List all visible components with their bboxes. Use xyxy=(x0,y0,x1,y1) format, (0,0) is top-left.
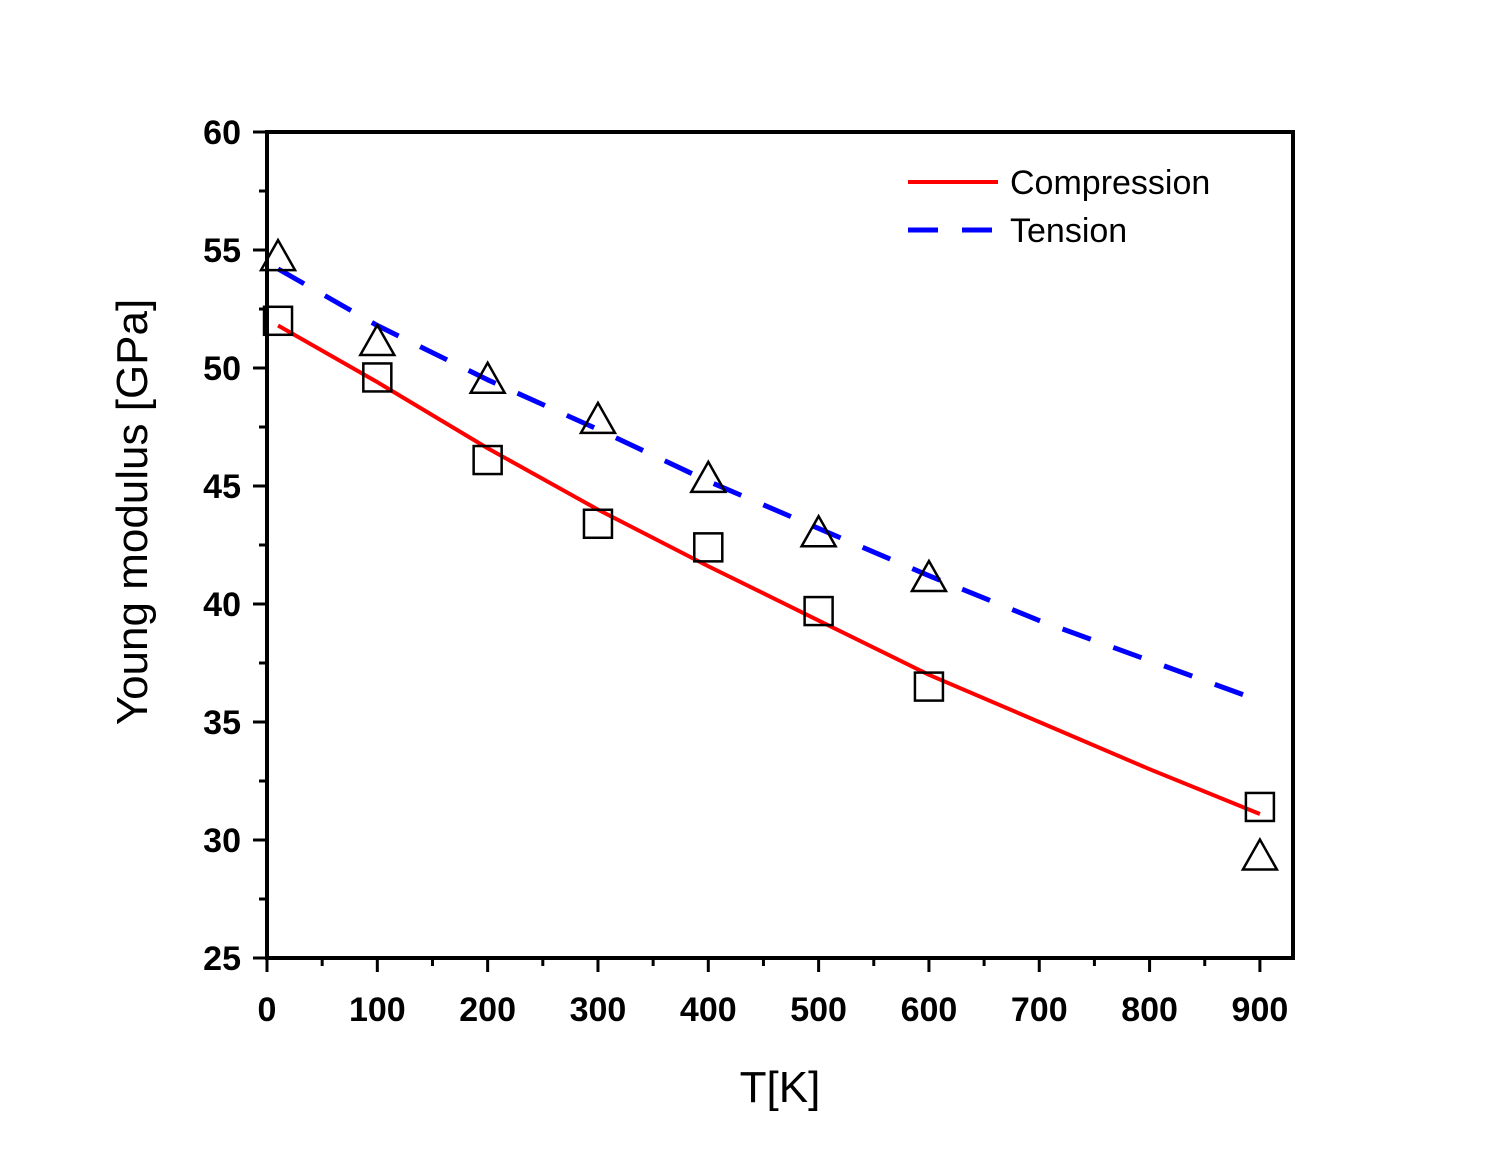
y-tick-label: 40 xyxy=(203,586,241,624)
x-tick-labels: 0 100 200 300 400 500 600 700 800 900 xyxy=(258,991,1289,1029)
legend: Compression Tension xyxy=(908,164,1210,250)
x-tick-label: 800 xyxy=(1121,991,1178,1029)
x-tick-label: 300 xyxy=(570,991,627,1029)
triangle-marker xyxy=(578,400,618,435)
y-tick-label: 60 xyxy=(203,114,241,152)
x-tick-label: 400 xyxy=(680,991,737,1029)
x-tick-label: 500 xyxy=(790,991,847,1029)
y-tick-label: 35 xyxy=(203,704,241,742)
plot-frame xyxy=(265,130,1295,960)
square-marker xyxy=(262,305,294,337)
x-tick-label: 600 xyxy=(901,991,958,1029)
legend-label-compression: Compression xyxy=(1010,164,1210,202)
triangle-marker xyxy=(689,459,728,494)
triangle-marker xyxy=(799,513,838,548)
data-markers xyxy=(258,237,1280,871)
y-tick-label: 25 xyxy=(203,940,241,978)
square-marker xyxy=(1244,791,1276,823)
square-marker xyxy=(362,362,393,393)
x-tick-label: 900 xyxy=(1232,991,1289,1029)
series-lines xyxy=(276,266,1261,816)
triangle-marker xyxy=(358,322,397,357)
y-tick-label: 50 xyxy=(203,350,241,388)
y-tick-label: 30 xyxy=(203,822,241,860)
triangle-marker xyxy=(258,237,298,272)
y-tick-label: 55 xyxy=(203,232,241,270)
triangle-marker xyxy=(1240,836,1280,871)
square-marker xyxy=(803,595,834,627)
square-marker xyxy=(913,671,945,702)
y-tick-label: 45 xyxy=(203,468,241,506)
y-tick-labels: 25 30 35 40 45 50 55 60 xyxy=(203,114,241,978)
square-marker xyxy=(693,532,724,563)
legend-label-tension: Tension xyxy=(1010,212,1127,250)
x-tick-label: 200 xyxy=(459,991,516,1029)
x-tick-label: 100 xyxy=(349,991,406,1029)
triangle-marker xyxy=(909,558,949,593)
square-marker xyxy=(472,444,503,476)
square-marker xyxy=(582,508,614,540)
x-tick-label: 0 xyxy=(258,991,277,1029)
x-tick-label: 700 xyxy=(1011,991,1068,1029)
x-axis-title: T[K] xyxy=(740,1063,821,1112)
triangle-marker xyxy=(468,360,507,395)
y-axis-title: Young modulus [GPa] xyxy=(108,299,157,725)
series-line-compression xyxy=(277,323,1261,816)
major-ticks xyxy=(253,130,1262,972)
series-line-tension xyxy=(276,266,1261,704)
